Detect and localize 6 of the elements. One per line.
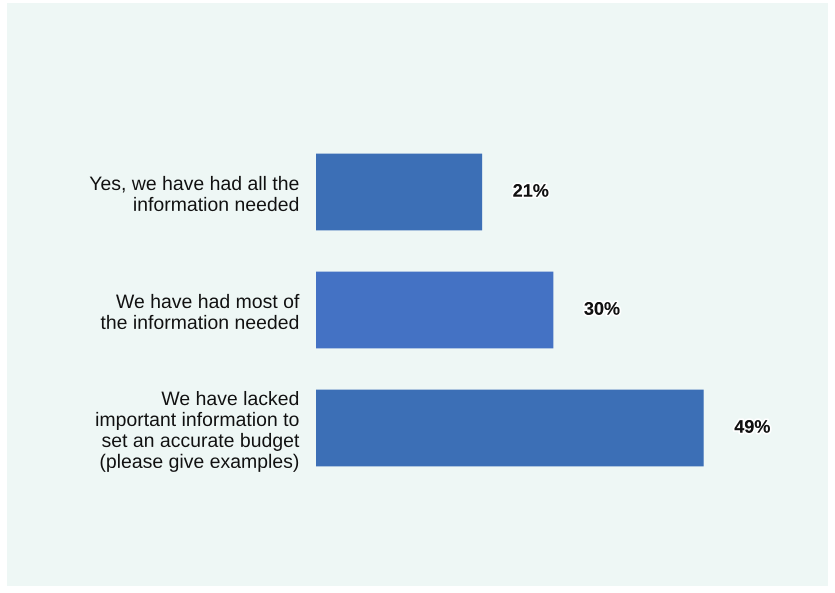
y-tick-label: We have lacked important information to set an accurate budget (please give examples) xyxy=(96,390,300,472)
y-tick-label: We have had most of the information needed xyxy=(100,294,300,330)
y-tick-label: Yes, we have had all the information needed xyxy=(90,176,298,212)
data-label: 30% xyxy=(584,302,620,315)
data-label: 21% xyxy=(513,184,548,197)
data-label: 49% xyxy=(734,420,770,433)
